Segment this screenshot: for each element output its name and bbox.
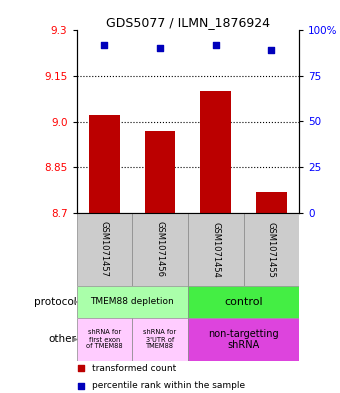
Title: GDS5077 / ILMN_1876924: GDS5077 / ILMN_1876924 — [106, 16, 270, 29]
Text: GSM1071456: GSM1071456 — [155, 222, 165, 277]
Text: other: other — [49, 334, 76, 345]
Point — [78, 365, 84, 371]
Bar — [76, 213, 132, 286]
Point — [213, 42, 218, 48]
Text: GSM1071455: GSM1071455 — [267, 222, 276, 277]
Text: shRNA for
first exon
of TMEM88: shRNA for first exon of TMEM88 — [86, 329, 123, 349]
Bar — [200, 91, 231, 213]
Text: TMEM88 depletion: TMEM88 depletion — [90, 298, 174, 307]
Text: percentile rank within the sample: percentile rank within the sample — [92, 382, 245, 391]
Text: non-targetting
shRNA: non-targetting shRNA — [208, 329, 279, 350]
Point — [102, 42, 107, 48]
Bar — [76, 318, 132, 361]
Text: transformed count: transformed count — [92, 364, 176, 373]
Bar — [89, 116, 120, 213]
Point — [157, 45, 163, 51]
Text: control: control — [224, 297, 263, 307]
Bar — [132, 318, 188, 361]
Text: GSM1071457: GSM1071457 — [100, 222, 109, 277]
Bar — [188, 318, 299, 361]
Bar — [76, 286, 188, 318]
Text: protocol: protocol — [34, 297, 76, 307]
Point — [78, 383, 84, 389]
Bar — [188, 286, 299, 318]
Text: GSM1071454: GSM1071454 — [211, 222, 220, 277]
Point — [269, 47, 274, 53]
Bar — [132, 213, 188, 286]
Bar — [145, 130, 175, 213]
Bar — [188, 213, 243, 286]
Text: shRNA for
3'UTR of
TMEM88: shRNA for 3'UTR of TMEM88 — [143, 329, 176, 349]
Bar — [256, 192, 287, 213]
Bar — [243, 213, 299, 286]
